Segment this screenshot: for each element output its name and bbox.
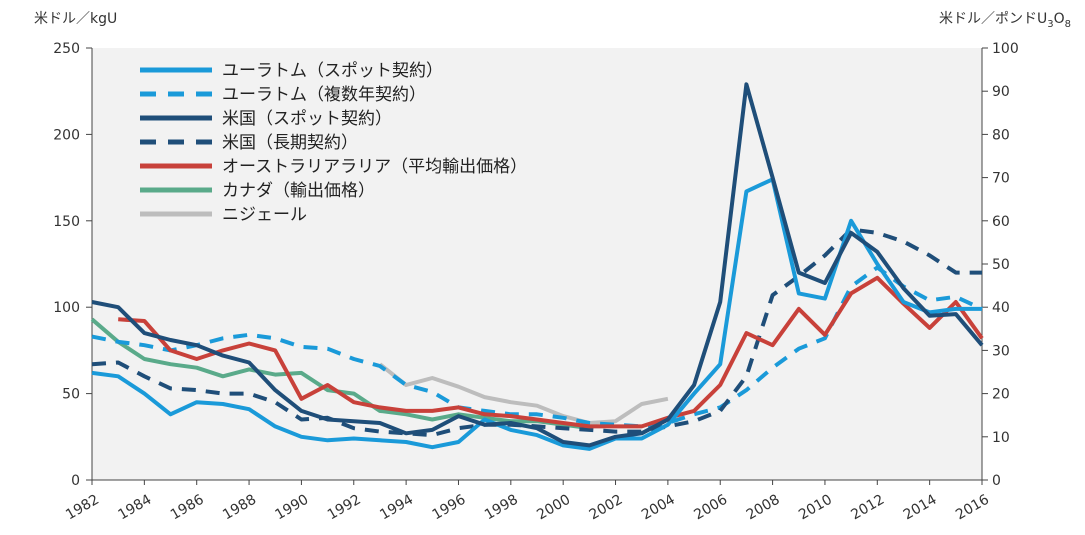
x-tick-label: 2000 [534,492,573,524]
right-axis-unit-main: 米ドル／ポンドU [938,11,1048,27]
x-tick-label: 2010 [796,492,835,524]
legend-label: カナダ（輸出価格） [222,181,375,201]
right-tick-label: 50 [992,257,1010,273]
x-tick-label: 1996 [430,492,469,524]
x-tick-label: 1998 [482,492,521,524]
x-tick-label: 1988 [220,492,259,524]
x-tick-label: 2006 [691,492,730,524]
right-axis-unit: 米ドル／ポンドU3O8 [939,8,1071,30]
right-tick-label: 80 [992,127,1010,143]
right-axis-unit-sub1: 3 [1047,18,1054,30]
x-tick-label: 2002 [587,492,626,524]
left-tick-label: 250 [53,41,80,57]
series-line [378,362,669,425]
series-line [118,275,984,429]
x-tick-label: 2016 [953,492,992,524]
x-tick-label: 1982 [63,492,102,524]
right-axis-unit-sub2: 8 [1064,18,1071,30]
right-tick-label: 90 [992,84,1010,100]
right-tick-label: 20 [992,387,1010,403]
x-tick-label: 2014 [901,492,940,524]
right-tick-label: 100 [992,41,1019,57]
series-line [91,177,982,451]
series-line [91,82,984,448]
right-tick-label: 70 [992,171,1010,187]
legend-label: ユーラトム（スポット契約） [222,61,443,81]
right-axis-unit-mid: O [1053,11,1065,27]
right-tick-label: 0 [992,473,1001,489]
legend-label: オーストラリアラリア（平均輸出価格） [222,157,527,177]
left-tick-label: 100 [53,300,80,316]
right-tick-label: 10 [992,430,1010,446]
legend-label: ユーラトム（複数年契約） [222,85,426,105]
x-tick-label: 1992 [325,492,364,524]
legend-label: 米国（スポット契約） [222,109,392,129]
x-tick-label: 1994 [377,492,416,524]
left-tick-label: 50 [62,387,80,403]
legend: ユーラトム（スポット契約） ユーラトム（複数年契約） 米国（スポット契約） 米国（長期… [140,61,527,225]
left-axis-unit: 米ドル／kgU [34,11,118,27]
x-tick-label: 1984 [115,492,154,524]
right-tick-label: 60 [992,214,1010,230]
right-tick-label: 40 [992,300,1010,316]
right-tick-label: 30 [992,343,1010,359]
x-tick-label: 1986 [168,492,207,524]
x-tick-label: 2012 [848,492,887,524]
x-tick-label: 2008 [744,492,783,524]
x-tick-label: 2004 [639,492,678,524]
legend-label: 米国（長期契約） [222,133,358,153]
left-tick-label: 200 [53,127,80,143]
legend-label: ニジェール [222,205,307,225]
series-layer [90,82,984,451]
x-tick-label: 1990 [273,492,312,524]
left-tick-label: 0 [71,473,80,489]
left-tick-label: 150 [53,214,80,230]
